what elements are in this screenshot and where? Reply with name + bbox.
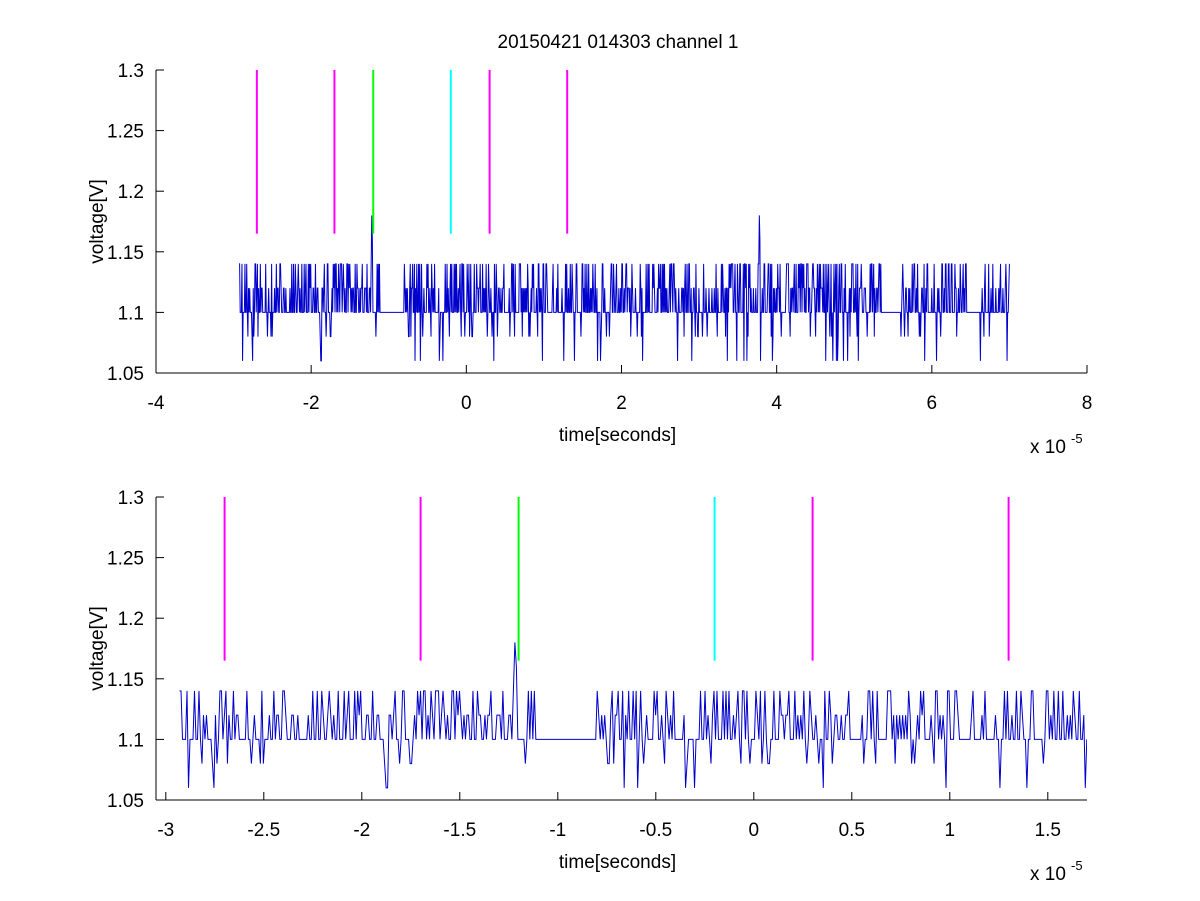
y-tick-label: 1.2 (118, 182, 144, 203)
y-tick-label: 1.05 (107, 364, 144, 385)
x-tick-label: -1.5 (443, 820, 476, 841)
x-exponent-label: x 10 (1030, 437, 1066, 458)
figure-title: 20150421 014303 channel 1 (498, 32, 739, 53)
x-tick-label: 6 (927, 393, 938, 414)
bottom-voltage-chart-zoomed: 1.05 1.1 1.15 1.2 1.25 1.3 -3 -2.5 -2 -1.5 -1 -0.5 0… (87, 488, 1087, 885)
y-tick-label: 1.25 (107, 122, 144, 143)
x-tick-label: 0.5 (839, 820, 865, 841)
y-tick-label: 1.3 (118, 61, 144, 82)
x-tick-label: -0.5 (639, 820, 672, 841)
x-tick-label: -1 (549, 820, 566, 841)
y-tick-label: 1.15 (107, 670, 144, 691)
y-tick-label: 1.25 (107, 549, 144, 570)
x-tick-label: -2.5 (247, 820, 280, 841)
x-exponent-superscript: -5 (1071, 431, 1083, 446)
x-tick-label: 1.5 (1035, 820, 1061, 841)
x-tick-label: 0 (461, 393, 472, 414)
x-tick-label: -2 (303, 393, 320, 414)
voltage-trace (239, 215, 1010, 362)
x-tick-label: 0 (749, 820, 760, 841)
y-tick-label: 1.1 (118, 303, 144, 324)
voltage-trace (179, 642, 1087, 789)
x-tick-label: -4 (148, 393, 165, 414)
y-tick-label: 1.05 (107, 791, 144, 812)
y-axis-label: voltage[V] (87, 606, 108, 691)
x-tick-label: 2 (616, 393, 627, 414)
x-exponent-superscript: -5 (1071, 858, 1083, 873)
y-axis-label: voltage[V] (87, 179, 108, 264)
y-tick-label: 1.2 (118, 609, 144, 630)
x-tick-label: -3 (157, 820, 174, 841)
y-tick-label: 1.1 (118, 730, 144, 751)
x-tick-label: 8 (1082, 393, 1093, 414)
y-tick-label: 1.15 (107, 243, 144, 264)
x-exponent-label: x 10 (1030, 864, 1066, 885)
top-voltage-chart: 1.05 1.1 1.15 1.2 1.25 1.3 -4 -2 0 2 4 6 8 time[secon… (87, 61, 1092, 458)
x-tick-label: 1 (945, 820, 956, 841)
y-tick-label: 1.3 (118, 488, 144, 509)
x-tick-label: -2 (353, 820, 370, 841)
x-tick-label: 4 (771, 393, 782, 414)
x-axis-label: time[seconds] (559, 425, 676, 446)
x-axis-label: time[seconds] (559, 852, 676, 873)
